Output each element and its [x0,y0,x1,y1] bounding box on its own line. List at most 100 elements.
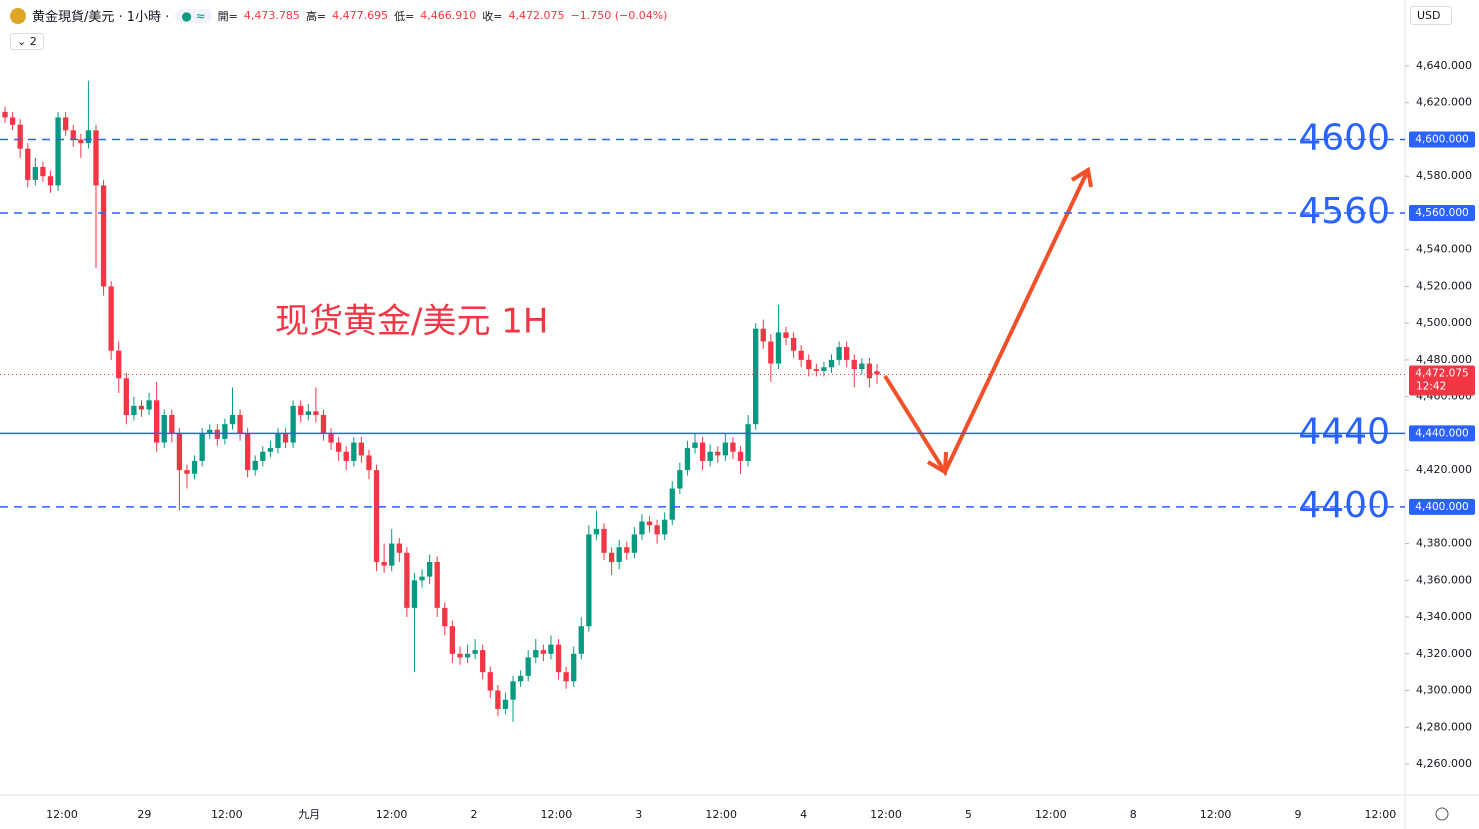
y-tick-label: 4,540.000 [1416,243,1472,256]
ohlc-label: 收= [482,9,503,23]
candle-body [677,470,683,489]
candle-body [222,424,228,439]
y-tick-label: 4,480.000 [1416,353,1472,366]
candle-body [40,167,46,177]
currency[interactable]: USD [1410,6,1452,25]
symbol[interactable]: 黄金現貨/美元 · 1小時 · [32,10,170,25]
candle-body [571,653,577,682]
ohlc-value: 4,472.075 [508,9,565,22]
candle-body [176,433,183,471]
candle-body [533,650,539,658]
candle-body [760,328,766,342]
candle-body [426,561,433,577]
candle-body [9,117,16,125]
y-tick-label: 4,260.000 [1416,757,1472,770]
y-tick-label: 4,520.000 [1416,279,1472,292]
candle-body [753,328,759,425]
candle-body [55,117,61,186]
level-tag [1409,425,1475,442]
indicator-toggle[interactable]: ⌄ 2 [10,33,44,50]
level-tag [1409,131,1475,148]
candle-body [517,675,524,682]
candle-body [813,369,819,371]
candle-body [419,576,425,581]
y-tick-label: 4,320.000 [1416,647,1472,660]
candle-body [85,130,92,144]
candle-body [828,359,835,368]
x-tick-label: 3 [635,808,642,821]
candle-body [730,442,736,452]
candle-body [639,521,645,535]
level-label: 4560 [1298,191,1390,232]
candle-body [608,552,615,562]
candle-body [654,525,660,535]
candle-body [229,415,236,425]
candle-body [184,470,190,474]
x-tick-label: 12:00 [870,808,902,821]
x-tick-label: 12:00 [705,808,737,821]
candle-body [244,433,251,471]
y-tick-label: 4,340.000 [1416,610,1472,623]
annotation: 现货黄金/美元 1H [275,302,548,342]
candle-body [389,543,395,566]
candle-body [510,681,516,700]
candle-body [684,448,691,471]
candle-body [47,176,54,186]
last-price-label: 4,472.075 [1415,367,1468,379]
candle-body [358,442,365,456]
level-tag-label: 4,600.000 [1415,133,1468,145]
candle-body [63,117,69,131]
candle-body [260,451,266,461]
candle-body [237,415,243,434]
candle-body [335,442,342,452]
candle-body [169,415,175,434]
candle-body [313,411,319,415]
candle-body [699,442,706,461]
candle-body [207,429,213,434]
x-tick-label: 12:00 [46,808,78,821]
candle-body [715,451,721,456]
candle-body [806,359,812,370]
candle-body [411,580,418,608]
candle-body [851,359,857,370]
x-tick-label: 12:00 [1200,808,1232,821]
candle-body [214,429,220,439]
header: 黄金現貨/美元 · 1小時 · ● ≈ 開= 4,473.785 高= 4,477.… [10,6,667,25]
level-label: 4400 [1298,485,1390,526]
candle-body [783,332,789,338]
level-tag-label: 4,440.000 [1415,427,1468,439]
candle-body [662,519,668,535]
candle-body [153,400,160,443]
candle-body [449,626,456,654]
candle-body [131,405,137,415]
candle-body [525,657,531,676]
candle-body [32,167,38,180]
candle-body [775,332,782,364]
candle-body [555,644,562,673]
candle-body [487,672,493,691]
countdown: 12:42 [1416,380,1446,392]
candle-body [859,363,865,370]
candle-body [722,442,729,456]
status[interactable]: ● ≈ [175,8,212,23]
y-tick-label: 4,580.000 [1416,169,1472,182]
settings-icon[interactable] [1435,807,1449,821]
candle-body [548,644,554,654]
x-tick-label: 九月 [298,808,320,821]
candle-body [2,111,8,118]
candle-body [320,415,327,434]
ohlc-value: 4,466.910 [420,9,477,22]
candle-body [100,185,107,287]
change: −1.750 (−0.04%) [570,9,668,22]
candle-body [381,561,387,566]
candle-body [298,405,304,415]
x-tick-label: 12:00 [1365,808,1397,821]
x-tick-label: 12:00 [376,808,408,821]
candle-body [707,451,713,461]
candle-body [396,543,402,553]
candle-body [593,528,600,535]
forecast-arrow [883,169,1090,477]
level-tag [1409,498,1475,515]
